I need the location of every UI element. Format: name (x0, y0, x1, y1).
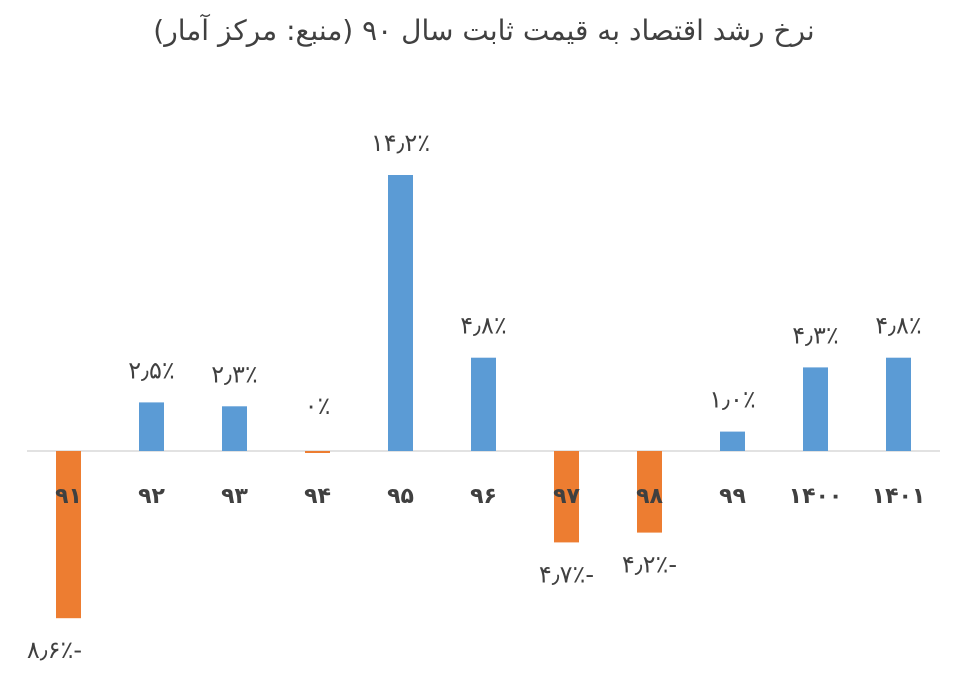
x-tick-label: ۹۷ (553, 484, 580, 509)
data-label: ۰٪ (305, 392, 331, 420)
x-tick-labels: ۹۱ ۹۲ ۹۳ ۹۴ ۹۵ ۹۶ ۹۷ ۹۸ ۹۹ ۱۴۰۰ ۱۴۰۱ (55, 484, 925, 509)
bar-7 (554, 451, 579, 543)
data-label: ۴٫۷٪- (539, 560, 594, 588)
bar-1 (56, 451, 81, 619)
x-tick-label: ۹۱ (55, 484, 82, 509)
bar-10 (803, 367, 828, 451)
x-tick-label: ۹۶ (470, 484, 497, 509)
data-labels: ۸٫۶٪- ۲٫۵٪ ۲٫۳٪ ۰٪ ۱۴٫۲٪ ۴٫۸٪ ۴٫۷٪- ۴٫۲٪- ۱٫۰٪ ۴٫… (27, 129, 922, 664)
data-label: ۲٫۳٪ (211, 360, 257, 388)
x-tick-label: ۱۴۰۱ (872, 484, 926, 509)
x-tick-label: ۱۴۰۰ (789, 484, 843, 509)
bar-11 (886, 357, 911, 451)
bar-6 (471, 357, 496, 451)
bar-3 (222, 406, 247, 451)
data-label: ۱٫۰٪ (709, 386, 755, 414)
chart-title: نرخ رشد اقتصاد به قیمت ثابت سال ۹۰ (منبع… (153, 14, 815, 47)
data-label: ۴٫۲٪- (622, 551, 677, 579)
x-tick-label: ۹۳ (221, 484, 248, 509)
data-label: ۸٫۶٪- (27, 636, 82, 664)
bar-5 (388, 175, 413, 451)
x-tick-label: ۹۲ (138, 484, 165, 509)
data-label: ۲٫۵٪ (128, 356, 174, 384)
data-label: ۱۴٫۲٪ (371, 129, 430, 157)
x-tick-label: ۹۴ (304, 484, 331, 509)
data-label: ۴٫۳٪ (792, 321, 838, 349)
bar-8 (637, 451, 662, 533)
x-tick-label: ۹۵ (387, 484, 414, 509)
data-label: ۴٫۸٪ (875, 312, 921, 340)
data-label: ۴٫۸٪ (460, 312, 506, 340)
x-tick-label: ۹۸ (636, 484, 663, 509)
bar-4 (305, 451, 330, 453)
bar-9 (720, 431, 745, 451)
x-tick-label: ۹۹ (719, 484, 746, 509)
bar-2 (139, 402, 164, 451)
bars (56, 175, 911, 619)
